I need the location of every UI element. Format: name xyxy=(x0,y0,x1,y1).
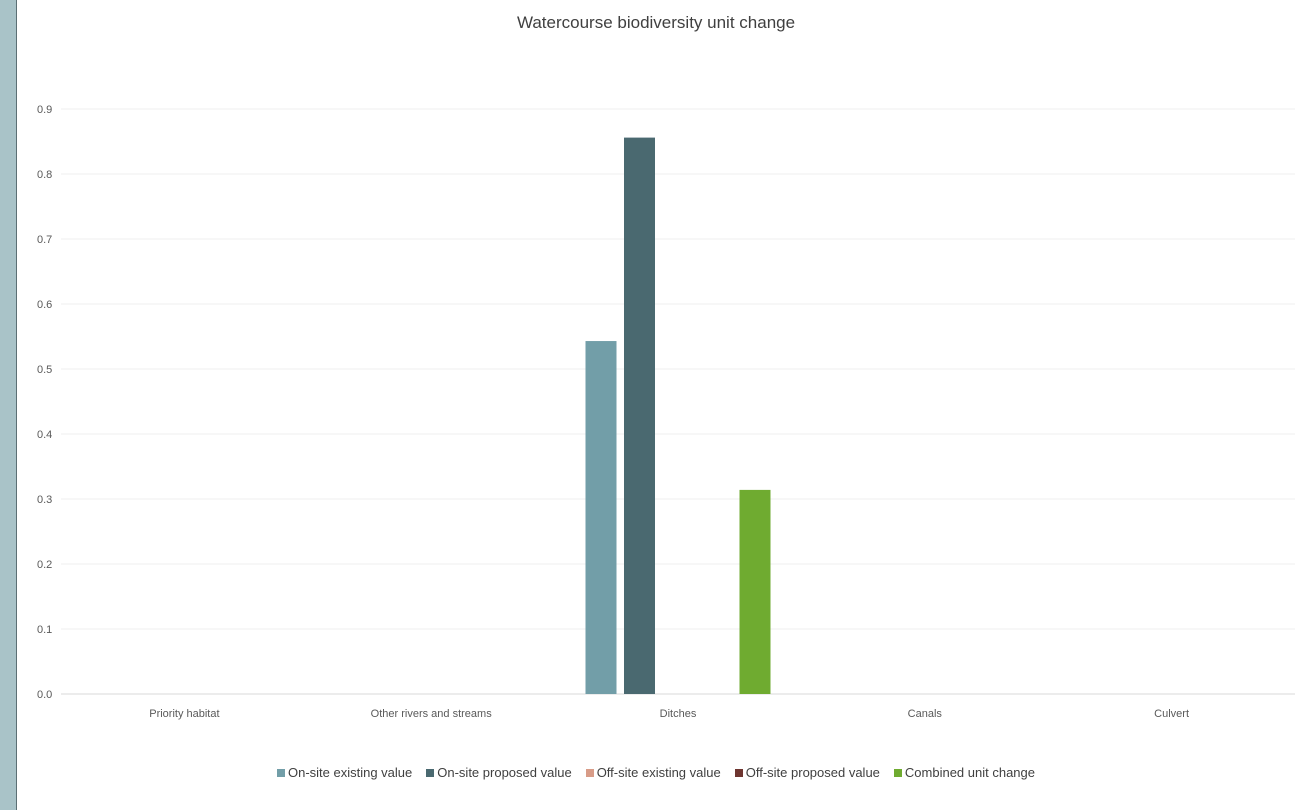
legend-label: Combined unit change xyxy=(904,765,1035,780)
legend-label: Off-site proposed value xyxy=(745,765,880,780)
x-tick-label: Priority habitat xyxy=(149,708,219,720)
y-tick-label: 0.5 xyxy=(37,364,52,376)
legend-item: Off-site existing value xyxy=(585,765,721,780)
legend-item: On-site existing value xyxy=(276,765,413,780)
y-tick-label: 0.7 xyxy=(37,234,52,246)
legend-swatch xyxy=(426,768,435,777)
side-panel-strip xyxy=(0,0,17,810)
y-tick-label: 0.6 xyxy=(37,299,52,311)
legend-item: Combined unit change xyxy=(893,765,1035,780)
y-tick-label: 0.0 xyxy=(37,689,52,701)
legend-label: Off-site existing value xyxy=(596,765,721,780)
x-tick-label: Culvert xyxy=(1154,708,1189,720)
y-tick-label: 0.1 xyxy=(37,624,52,636)
y-tick-label: 0.4 xyxy=(37,429,52,441)
legend-label: On-site existing value xyxy=(287,765,413,780)
bar xyxy=(739,489,771,694)
x-tick-label: Other rivers and streams xyxy=(371,708,493,720)
bar xyxy=(624,137,655,695)
bar xyxy=(585,341,617,694)
y-tick-label: 0.2 xyxy=(37,559,52,571)
legend-label: On-site proposed value xyxy=(437,765,572,780)
legend-swatch xyxy=(734,768,743,777)
x-tick-label: Ditches xyxy=(660,708,697,720)
chart-title: Watercourse biodiversity unit change xyxy=(516,13,796,32)
x-tick-label: Canals xyxy=(908,708,943,720)
legend-swatch xyxy=(276,768,285,777)
legend-swatch xyxy=(585,768,594,777)
legend-item: On-site proposed value xyxy=(426,765,572,780)
y-tick-label: 0.3 xyxy=(37,494,52,506)
legend-item: Off-site proposed value xyxy=(734,765,880,780)
chart-legend: On-site existing value On-site proposed v… xyxy=(17,765,1295,780)
y-tick-label: 0.8 xyxy=(37,169,52,181)
y-tick-label: 0.9 xyxy=(37,104,52,116)
legend-swatch xyxy=(893,768,902,777)
